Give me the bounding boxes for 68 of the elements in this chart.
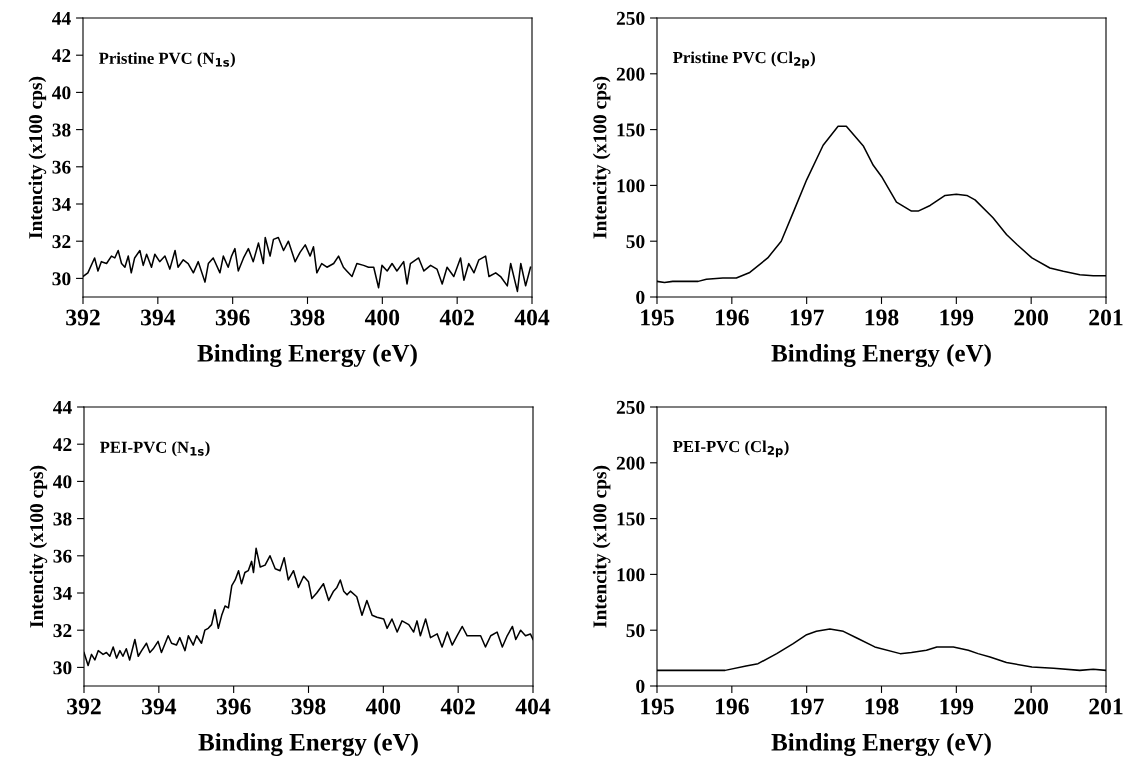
y-tick-label: 0	[636, 679, 645, 693]
x-tick-label: 404	[514, 309, 550, 326]
x-tick-label: 198	[865, 698, 899, 715]
x-tick-label: 400	[364, 309, 400, 326]
y-tick-label: 30	[52, 272, 71, 286]
x-tick-label: 199	[940, 698, 974, 715]
x-tick-label: 398	[290, 309, 325, 326]
y-axis-title: Intencity (x100 cps)	[592, 76, 611, 239]
y-tick-label: 0	[636, 290, 645, 304]
y-tick-label: 44	[52, 11, 71, 25]
x-tick-label: 394	[142, 698, 177, 715]
x-tick-label: 195	[641, 309, 674, 326]
y-tick-label: 250	[616, 11, 645, 25]
x-tick-label: 392	[66, 309, 100, 326]
x-tick-label: 197	[790, 309, 824, 326]
x-tick-label: 197	[790, 698, 824, 715]
y-tick-label: 40	[52, 86, 71, 100]
x-tick-label: 400	[365, 698, 401, 715]
x-tick-label: 201	[1089, 309, 1123, 326]
y-tick-label: 150	[617, 512, 645, 526]
annotation: Pristine PVC (N$_{1s}$)	[99, 52, 235, 68]
y-tick-label: 42	[52, 49, 71, 62]
y-axis-title: Intencity (x100 cps)	[29, 465, 48, 628]
y-tick-label: 250	[616, 400, 645, 414]
y-tick-label: 200	[616, 67, 645, 81]
x-tick-label: 196	[716, 309, 749, 326]
x-axis-title: Binding Energy (eV)	[198, 733, 418, 756]
x-axis-title: Binding Energy (eV)	[771, 733, 991, 756]
y-tick-label: 36	[52, 160, 71, 174]
y-axis-title: Intencity (x100 cps)	[592, 465, 611, 628]
y-tick-label: 100	[617, 179, 645, 193]
x-tick-label: 201	[1089, 698, 1123, 715]
y-tick-label: 38	[52, 123, 71, 137]
y-tick-label: 150	[617, 123, 645, 137]
y-axis-title: Intencity (x100 cps)	[28, 76, 47, 239]
y-tick-label: 100	[617, 568, 645, 582]
y-tick-label: 32	[52, 235, 71, 249]
y-tick-label: 40	[53, 475, 72, 489]
annotation: PEI-PVC (N$_{1s}$)	[100, 441, 210, 457]
x-tick-label: 396	[215, 309, 250, 326]
x-tick-label: 196	[716, 698, 749, 715]
y-tick-label: 50	[626, 235, 645, 249]
y-tick-label: 34	[52, 197, 71, 211]
x-axis-title: Binding Energy (eV)	[771, 344, 991, 367]
y-tick-label: 38	[53, 512, 72, 526]
y-tick-label: 50	[626, 624, 645, 638]
x-tick-label: 402	[440, 698, 475, 715]
x-tick-label: 199	[940, 309, 974, 326]
y-tick-label: 30	[53, 661, 72, 675]
x-tick-label: 398	[291, 698, 326, 715]
x-tick-label: 200	[1014, 309, 1048, 326]
x-tick-label: 198	[865, 309, 899, 326]
x-tick-label: 404	[515, 698, 551, 715]
y-tick-label: 34	[53, 586, 72, 600]
y-tick-label: 32	[53, 624, 72, 638]
annotation: PEI-PVC (Cl$_{2p}$)	[673, 440, 789, 458]
annotation: Pristine PVC (Cl$_{2p}$)	[673, 51, 815, 69]
x-axis-title: Binding Energy (eV)	[197, 344, 417, 367]
x-tick-label: 392	[67, 698, 101, 715]
x-tick-label: 402	[439, 309, 474, 326]
y-tick-label: 36	[53, 549, 72, 563]
x-tick-label: 394	[141, 309, 176, 326]
x-tick-label: 200	[1014, 698, 1048, 715]
x-tick-label: 396	[216, 698, 251, 715]
y-tick-label: 42	[53, 438, 72, 451]
y-tick-label: 200	[616, 456, 645, 470]
y-tick-label: 44	[53, 400, 72, 414]
x-tick-label: 195	[641, 698, 674, 715]
